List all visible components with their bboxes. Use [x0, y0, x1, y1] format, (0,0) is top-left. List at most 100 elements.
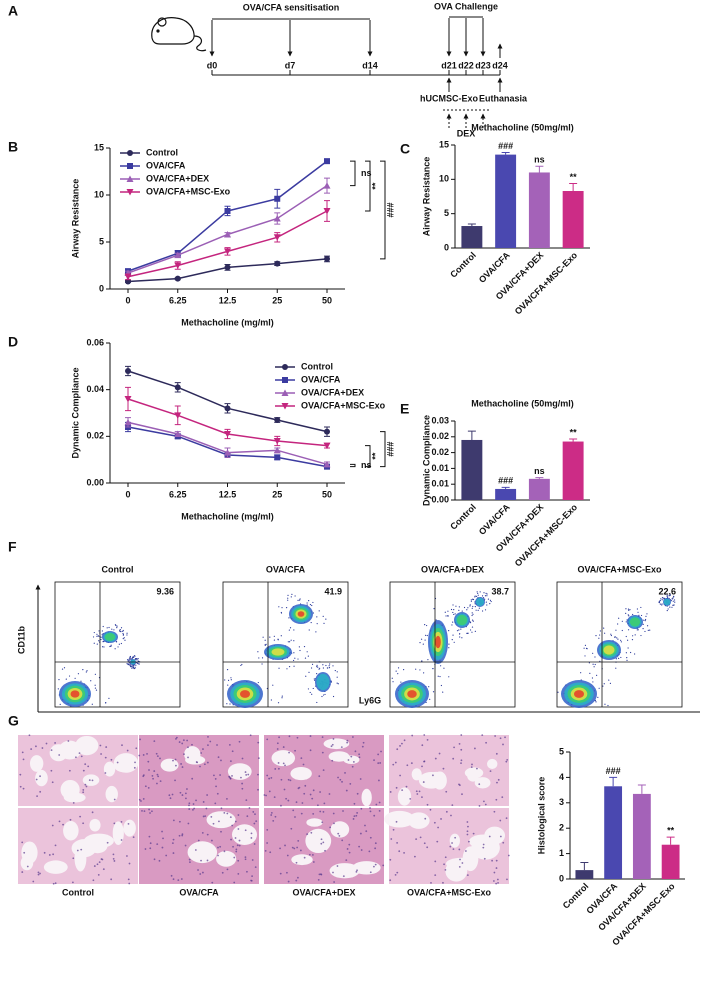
flow-dot	[126, 662, 128, 665]
flow-dot	[445, 615, 447, 617]
nucleus	[306, 833, 309, 836]
bar	[495, 154, 517, 248]
nucleus	[39, 775, 41, 778]
flow-percent: 22.6	[658, 586, 676, 596]
flow-dot	[118, 643, 120, 645]
bracket	[365, 445, 371, 468]
flow-dot	[122, 630, 124, 632]
nucleus	[377, 753, 380, 756]
flow-dot	[588, 662, 590, 664]
flow-dot	[618, 617, 620, 619]
flow-dot	[336, 682, 338, 684]
nucleus	[254, 866, 257, 868]
bar	[528, 172, 550, 248]
flow-dot	[240, 664, 242, 667]
bracket-label: ns	[361, 168, 372, 178]
nucleus	[238, 839, 241, 842]
flow-dot	[458, 609, 460, 611]
nucleus	[255, 820, 258, 823]
nucleus	[375, 803, 378, 806]
y-tick-label: 15	[94, 142, 104, 152]
series-line	[127, 370, 328, 433]
nucleus	[98, 861, 101, 864]
nucleus	[104, 756, 107, 759]
flow-dot	[585, 647, 588, 649]
bracket	[365, 160, 371, 212]
nucleus	[35, 778, 38, 781]
flow-dot	[326, 667, 328, 669]
nucleus	[54, 742, 56, 744]
nucleus	[52, 853, 55, 856]
nucleus	[144, 848, 147, 850]
alveolus	[29, 755, 44, 772]
flow-dot	[640, 606, 642, 609]
flow-dot	[666, 609, 668, 612]
nucleus	[333, 822, 335, 825]
legend-text: OVA/CFA+DEX	[146, 173, 209, 183]
timeline-text: OVA/CFA sensitisation	[243, 2, 340, 12]
flow-dot	[646, 625, 649, 627]
flow-dot	[102, 625, 104, 628]
nucleus	[246, 815, 249, 818]
flow-dot	[130, 664, 132, 666]
flow-dot	[61, 668, 64, 670]
flow-dot	[80, 680, 82, 682]
flow-dot	[461, 637, 463, 639]
nucleus	[389, 879, 392, 882]
nucleus	[311, 854, 314, 856]
nucleus	[213, 774, 215, 777]
nucleus	[201, 831, 204, 834]
nucleus	[351, 765, 354, 768]
nucleus	[85, 785, 88, 788]
nucleus	[247, 773, 250, 776]
alveolus	[411, 768, 422, 781]
flow-density	[573, 690, 585, 698]
marker	[323, 207, 331, 215]
x-axis-label: Methacholine (mg/ml)	[181, 511, 274, 521]
flow-dot	[308, 629, 310, 631]
nucleus	[340, 746, 343, 749]
flow-dot	[63, 667, 66, 669]
nucleus	[170, 874, 173, 877]
flow-dot	[391, 677, 393, 679]
flow-dot	[489, 603, 491, 605]
marker	[323, 182, 331, 189]
flow-dot	[92, 636, 95, 638]
y-tick-label: 5	[444, 208, 449, 218]
flow-dot	[298, 646, 300, 648]
nucleus	[138, 754, 141, 757]
nucleus	[202, 815, 205, 818]
nucleus	[246, 870, 248, 873]
flow-dot	[290, 596, 292, 598]
nucleus	[139, 738, 141, 741]
y-axis-label: Histological score	[536, 777, 546, 855]
nucleus	[294, 749, 296, 752]
nucleus	[274, 815, 277, 818]
nucleus	[330, 745, 333, 748]
flow-dot	[636, 629, 638, 631]
flow-dot	[328, 666, 331, 669]
flow-dot	[658, 602, 661, 604]
nucleus	[142, 754, 145, 756]
flow-dot	[395, 670, 397, 672]
nucleus	[403, 739, 406, 742]
flow-dot	[307, 655, 309, 657]
nucleus	[369, 807, 371, 809]
nucleus	[205, 807, 208, 810]
x-tick-label: Control	[448, 250, 478, 280]
nucleus	[178, 834, 181, 837]
marker	[274, 260, 281, 267]
nucleus	[495, 859, 498, 862]
x-tick-label: 6.25	[169, 489, 187, 499]
legend-text: OVA/CFA	[146, 160, 186, 170]
flow-dot	[626, 657, 628, 659]
nucleus	[437, 826, 440, 829]
flow-dot	[264, 639, 266, 641]
flow-dot	[288, 641, 291, 643]
nucleus	[434, 860, 437, 863]
nucleus	[450, 814, 452, 817]
flow-dot	[293, 640, 295, 642]
nucleus	[282, 762, 285, 765]
flow-dot	[472, 605, 474, 608]
nucleus	[502, 743, 504, 746]
